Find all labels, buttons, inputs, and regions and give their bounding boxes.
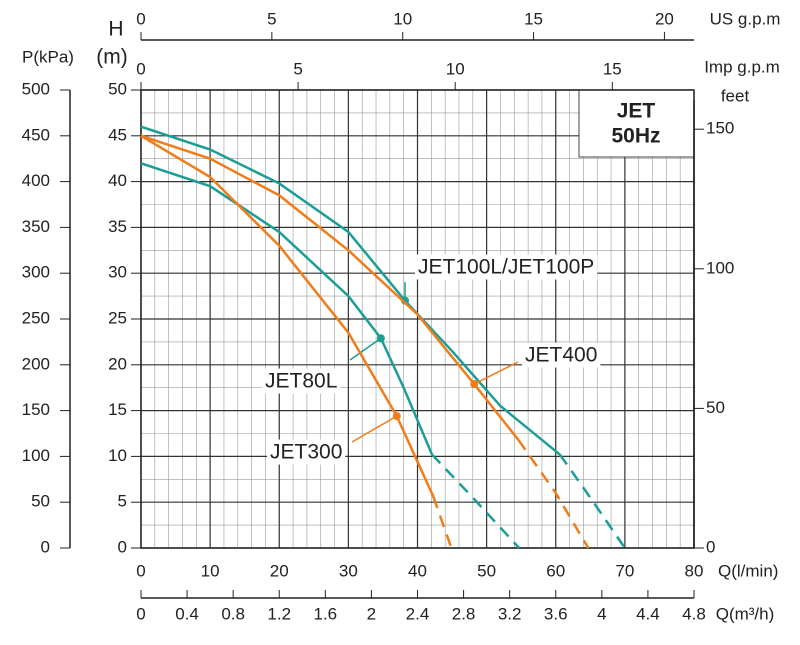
axis-tick-label: 4.8 [682,604,706,623]
axis-tick-label: 1.2 [267,604,291,623]
y-tick-label: 15 [108,400,127,419]
x-tick-label: 70 [615,561,634,580]
marker [377,334,385,342]
chart-title: JET [617,100,656,123]
series-label: JET80L [265,370,337,393]
axis-tick-label: 150 [22,400,50,419]
x-tick-label: 40 [408,561,427,580]
y-tick-label: 5 [118,492,127,511]
axis-tick-label: 15 [603,59,622,78]
axis-tick-label: 0.4 [175,604,199,623]
curve-extrapolated [433,497,451,548]
axis-tick-label: 3.2 [498,604,522,623]
x-tick-label: 80 [685,561,704,580]
axis-tick-label: 100 [22,446,50,465]
series-label: JET400 [525,344,597,367]
curve [141,127,560,455]
y-axis-unit: (m) [96,46,127,69]
axis-tick-label: 0.8 [221,604,245,623]
y-tick-label: 30 [108,263,127,282]
axis-tick-label: 2.8 [452,604,476,623]
x-axis-title: Q(l/min) [718,561,778,580]
axis-tick-label: 50 [706,398,725,417]
axis-tick-label: 15 [524,9,543,28]
y-axis-title: H [108,18,123,41]
series-label: JET300 [270,441,342,464]
axis-tick-label: 150 [706,119,734,138]
axis-tick-label: 2.4 [406,604,430,623]
axis-tick-label: 250 [22,308,50,327]
axis-tick-label: 5 [267,9,276,28]
axis-title: US g.p.m [710,9,781,28]
x-tick-label: 10 [201,561,220,580]
axis-title: Q(m³/h) [716,604,775,623]
x-tick-label: 20 [270,561,289,580]
axis-tick-label: 300 [22,263,50,282]
axis-tick-label: 0 [136,59,145,78]
x-tick-label: 50 [477,561,496,580]
axis-tick-label: 0 [136,9,145,28]
axis-tick-label: 20 [655,9,674,28]
y-tick-label: 35 [108,217,127,236]
axis-tick-label: 5 [293,59,302,78]
y-tick-label: 45 [108,125,127,144]
axis-tick-label: 100 [706,258,734,277]
axis-tick-label: 200 [22,354,50,373]
chart-subtitle: 50Hz [611,125,660,148]
axis-title: P(kPa) [22,47,74,66]
x-tick-label: 30 [339,561,358,580]
axis-tick-label: 500 [22,79,50,98]
axis-tick-label: 50 [31,492,50,511]
axis-tick-label: 0 [136,604,145,623]
y-tick-label: 50 [108,79,127,98]
y-tick-label: 25 [108,308,127,327]
axis-title: Imp g.p.m [704,57,780,76]
axis-tick-label: 400 [22,171,50,190]
axis-tick-label: 350 [22,217,50,236]
axis-tick-label: 10 [393,9,412,28]
axis-tick-label: 450 [22,125,50,144]
axis-tick-label: 10 [446,59,465,78]
axis-tick-label: 4 [597,604,606,623]
axis-tick-label: 0 [41,537,50,556]
axis-tick-label: 0 [706,537,715,556]
y-tick-label: 10 [108,446,127,465]
marker [470,380,478,388]
axis-tick-label: 3.6 [544,604,568,623]
axis-tick-label: 1.6 [314,604,338,623]
y-tick-label: 0 [118,537,127,556]
x-tick-label: 0 [136,561,145,580]
axis-title: feet [721,86,750,105]
axis-tick-label: 2 [367,604,376,623]
y-tick-label: 40 [108,171,127,190]
marker [393,412,401,420]
y-tick-label: 20 [108,354,127,373]
x-tick-label: 60 [546,561,565,580]
axis-tick-label: 4.4 [636,604,660,623]
series-label: JET100L/JET100P [418,256,594,279]
